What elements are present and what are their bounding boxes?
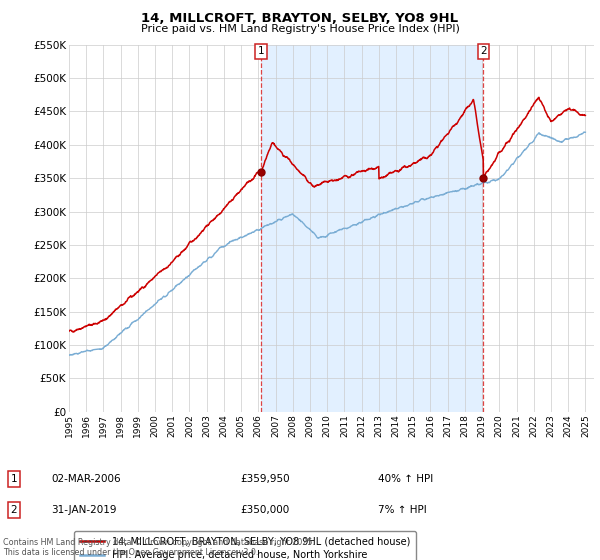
Text: 31-JAN-2019: 31-JAN-2019	[51, 505, 116, 515]
Text: 2: 2	[480, 46, 487, 57]
Text: 02-MAR-2006: 02-MAR-2006	[51, 474, 121, 484]
Text: £350,000: £350,000	[240, 505, 289, 515]
Text: £359,950: £359,950	[240, 474, 290, 484]
Text: 40% ↑ HPI: 40% ↑ HPI	[378, 474, 433, 484]
Text: 1: 1	[10, 474, 17, 484]
Text: 7% ↑ HPI: 7% ↑ HPI	[378, 505, 427, 515]
Bar	[261, 45, 484, 412]
Text: Contains HM Land Registry data © Crown copyright and database right 2025.
This d: Contains HM Land Registry data © Crown c…	[3, 538, 315, 557]
Text: 1: 1	[258, 46, 265, 57]
Text: Price paid vs. HM Land Registry's House Price Index (HPI): Price paid vs. HM Land Registry's House …	[140, 24, 460, 34]
Text: 2: 2	[10, 505, 17, 515]
Text: 14, MILLCROFT, BRAYTON, SELBY, YO8 9HL: 14, MILLCROFT, BRAYTON, SELBY, YO8 9HL	[142, 12, 458, 25]
Legend: 14, MILLCROFT, BRAYTON, SELBY, YO8 9HL (detached house), HPI: Average price, det: 14, MILLCROFT, BRAYTON, SELBY, YO8 9HL (…	[74, 531, 416, 560]
